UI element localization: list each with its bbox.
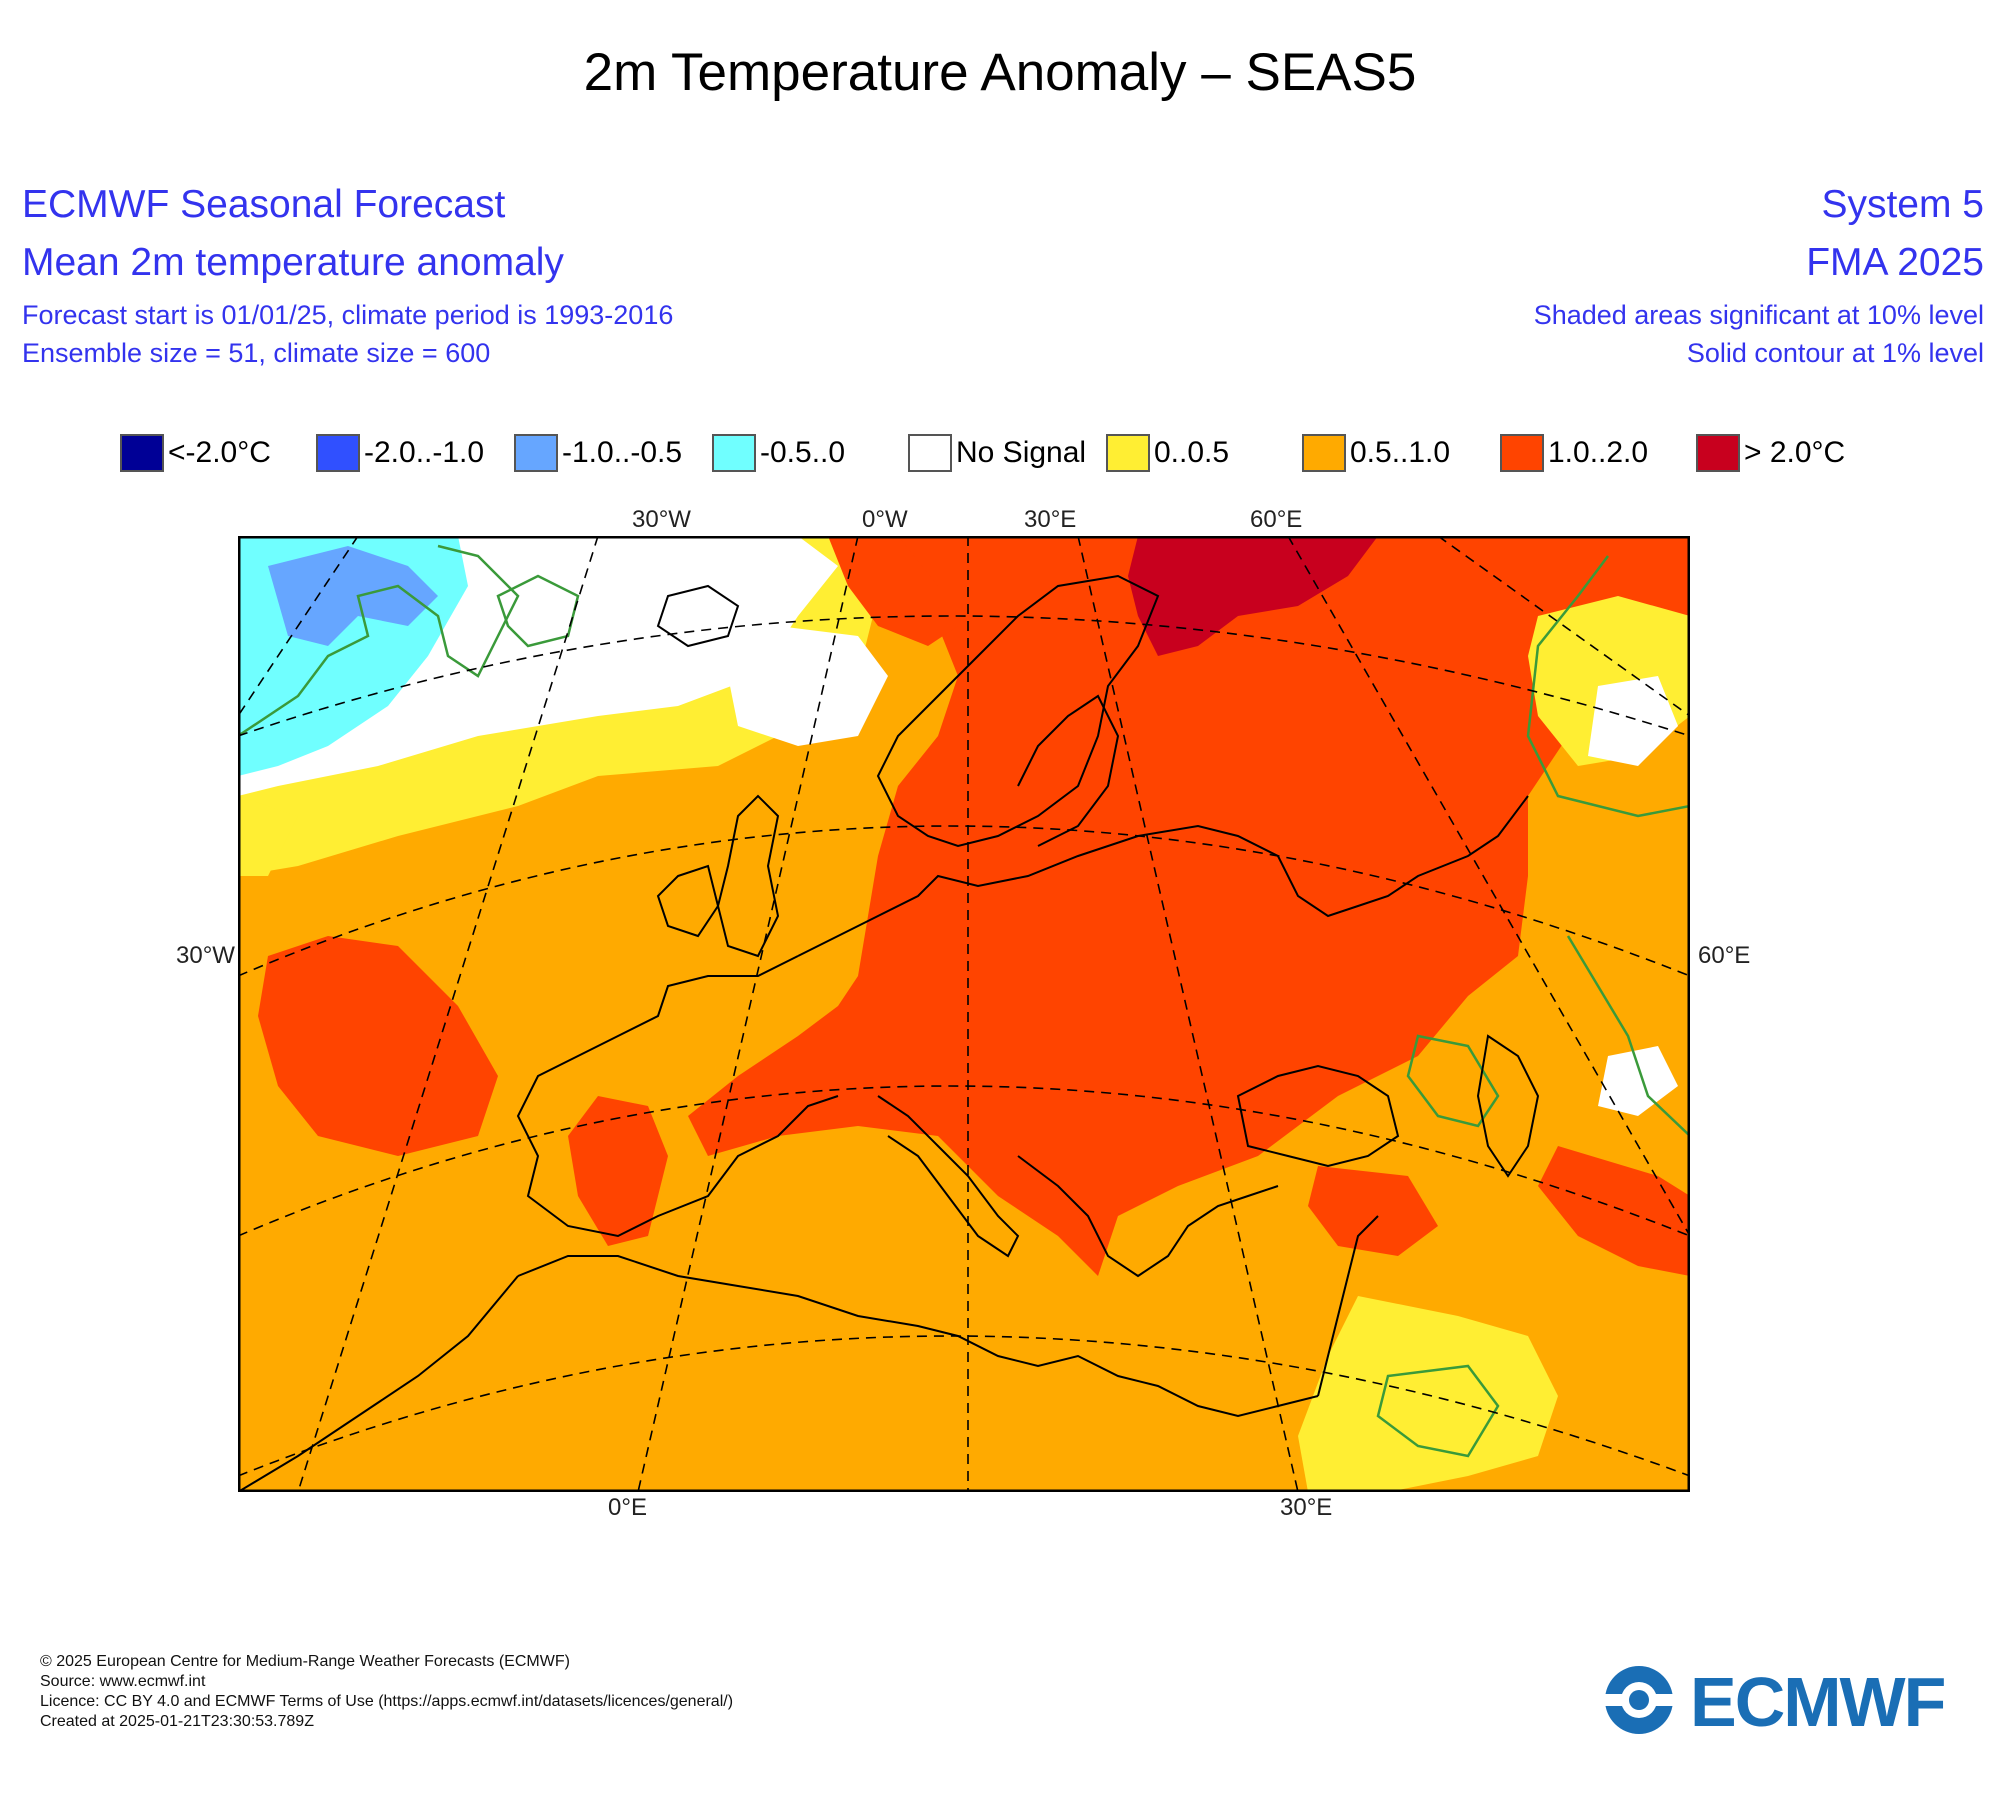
coastline-italy (877, 1095, 1020, 1258)
footer-created: Created at 2025-01-21T23:30:53.789Z (40, 1713, 314, 1730)
legend-item: -0.5..0 (712, 430, 845, 476)
significance-contour (496, 574, 580, 648)
legend-swatch (1500, 434, 1544, 472)
legend-item: 1.0..2.0 (1500, 430, 1648, 476)
legend-label: No Signal (956, 436, 1087, 469)
graticule (238, 536, 1690, 1492)
legend-swatch (120, 434, 164, 472)
color-legend: <-2.0°C -2.0..-1.0 -1.0..-0.5 -0.5..0 No… (0, 430, 2000, 476)
significance-contour (1566, 935, 1690, 1137)
coastline-black-sea (1236, 1064, 1400, 1168)
header-subtitle: Mean 2m temperature anomaly (22, 241, 564, 284)
logo-text: ECMWF (1690, 1663, 1945, 1740)
legend-swatch (1106, 434, 1150, 472)
legend-item: <-2.0°C (120, 430, 271, 476)
coastline-iberia (516, 955, 839, 1238)
coastline-balkans (1017, 1155, 1279, 1278)
legend-label: 0.5..1.0 (1350, 436, 1451, 469)
significance-contour (1526, 555, 1690, 818)
coastline-levant (1317, 1215, 1379, 1397)
warm-region (828, 536, 958, 646)
very-warm-region (1128, 536, 1378, 656)
coord-label-top: 30°W (632, 506, 691, 533)
no-signal-region (718, 626, 888, 746)
footer-licence: Licence: CC BY 4.0 and ECMWF Terms of Us… (40, 1693, 734, 1710)
legend-item: -2.0..-1.0 (316, 430, 484, 476)
legend-item: 0..0.5 (1106, 430, 1229, 476)
coastline-caspian (1476, 1034, 1540, 1178)
weak-region (1298, 1296, 1558, 1492)
legend-label: <-2.0°C (168, 436, 271, 469)
coastline-west-africa (238, 1275, 519, 1492)
footer: © 2025 European Centre for Medium-Range … (40, 1652, 733, 1732)
ecmwf-logo: ECMWF (1595, 1660, 1975, 1741)
legend-item: 0.5..1.0 (1302, 430, 1450, 476)
coord-label-top: 60°E (1250, 506, 1303, 533)
legend-swatch (712, 434, 756, 472)
map-frame (237, 535, 1691, 1493)
coord-label-bottom: 30°E (1280, 1494, 1333, 1521)
footer-source: Source: www.ecmwf.int (40, 1673, 206, 1690)
no-signal-region (1588, 676, 1678, 766)
coord-label-right: 60°E (1698, 942, 1751, 969)
coastline-ireland (656, 864, 720, 938)
legend-label: 1.0..2.0 (1548, 436, 1649, 469)
warm-region (258, 936, 498, 1156)
legend-label: -1.0..-0.5 (562, 436, 683, 469)
warm-region (568, 1096, 668, 1246)
coord-label-top: 0°W (862, 506, 908, 533)
legend-swatch (1696, 434, 1740, 472)
coastline-north-africa (517, 1255, 1319, 1418)
legend-label: 0..0.5 (1154, 436, 1230, 469)
header-title: ECMWF Seasonal Forecast (22, 183, 506, 226)
ecmwf-logo-svg: ECMWF (1605, 1663, 1947, 1741)
coastline-britain (716, 794, 780, 958)
legend-item: -1.0..-0.5 (514, 430, 682, 476)
no-signal-region (238, 796, 298, 876)
header-system: System 5 (1821, 183, 1984, 226)
footer-copyright: © 2025 European Centre for Medium-Range … (40, 1653, 570, 1670)
header-contour-note: Solid contour at 1% level (1686, 338, 1984, 368)
legend-item: No Signal (908, 430, 1086, 476)
legend-swatch (908, 434, 952, 472)
header-period: FMA 2025 (1806, 241, 1984, 284)
legend-item: > 2.0°C (1696, 430, 1845, 476)
coastline-iceland (656, 584, 740, 648)
legend-swatch (1302, 434, 1346, 472)
warm-region (688, 536, 1690, 1276)
header-forecast-start: Forecast start is 01/01/25, climate peri… (22, 300, 674, 330)
anomaly-map-svg (237, 535, 1691, 1493)
significance-contour (238, 544, 520, 738)
legend-label: -2.0..-1.0 (364, 436, 485, 469)
warm-region (1308, 1166, 1438, 1256)
header-ensemble-size: Ensemble size = 51, climate size = 600 (22, 338, 491, 368)
significance-contour (1406, 1034, 1500, 1128)
cooler-region (268, 546, 438, 646)
anomaly-map (237, 535, 1691, 1493)
coord-label-top: 30°E (1024, 506, 1077, 533)
legend-swatch (514, 434, 558, 472)
coord-label-left: 30°W (176, 942, 235, 969)
no-signal-region (1598, 1046, 1678, 1116)
coastline-baltic (1017, 694, 1120, 847)
coastline-continent (797, 795, 1529, 957)
header-shading-note: Shaded areas significant at 10% level (1533, 300, 1984, 330)
significance-contour (1376, 1364, 1500, 1458)
legend-swatch (316, 434, 360, 472)
legend-label: > 2.0°C (1744, 436, 1846, 469)
coord-label-bottom: 0°E (608, 1494, 647, 1521)
coastline-scandinavia (876, 574, 1160, 848)
legend-label: -0.5..0 (760, 436, 846, 469)
warm-region (1538, 1146, 1690, 1276)
page-title: 2m Temperature Anomaly – SEAS5 (583, 43, 1417, 102)
